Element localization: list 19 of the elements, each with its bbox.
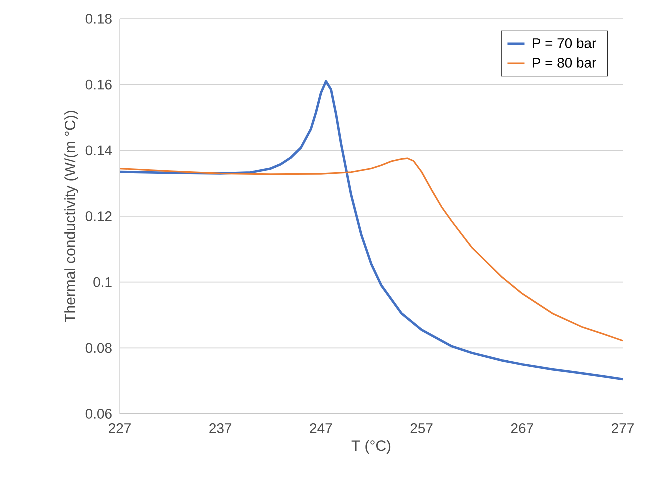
y-tick-label: 0.08 [86,343,112,354]
legend-label: P = 70 bar [533,38,596,48]
y-tick-label: 0.16 [86,80,112,90]
line-series [120,80,624,381]
x-tick-label: 267 [511,423,534,434]
line-series [120,158,624,342]
x-axis-title: T (°C) [352,440,391,454]
x-tick-label: 237 [210,423,232,434]
x-tick-label: 257 [410,423,433,434]
x-tick-label: 227 [109,423,131,434]
y-tick-label: 0.06 [86,409,112,419]
y-tick-label: 0.18 [86,14,112,24]
x-tick-label: 277 [612,423,634,434]
y-tick-label: 0.12 [86,212,112,222]
y-tick-label: 0.14 [86,146,112,156]
legend-label: P = 80 bar [533,58,596,68]
y-tick-label: 0.1 [94,277,112,288]
x-tick-label: 247 [310,423,332,434]
y-axis-title: Thermal conductivity (W/(m °C)) [64,111,78,323]
